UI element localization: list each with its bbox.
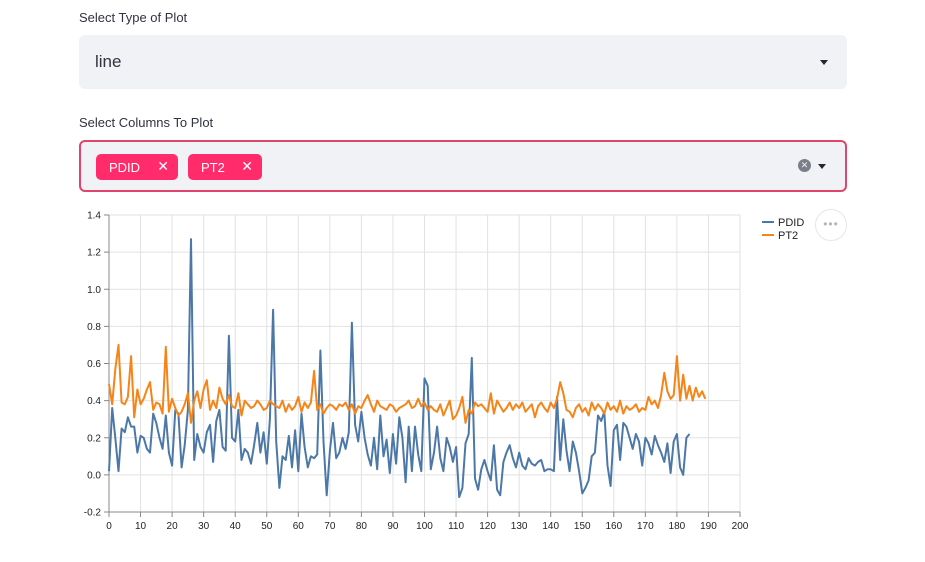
x-tick-label: 110 [448, 521, 464, 532]
legend-label: PT2 [778, 230, 798, 242]
x-tick-label: 190 [700, 521, 717, 532]
y-tick-label: 0.8 [87, 322, 101, 333]
tag-pdid: PDID ✕ [96, 154, 178, 180]
x-tick-label: 70 [324, 521, 336, 532]
chart-menu-button[interactable]: ••• [815, 209, 847, 241]
x-tick-label: 170 [637, 521, 654, 532]
y-tick-label: 0.4 [87, 396, 101, 407]
x-tick-label: 100 [416, 521, 433, 532]
y-tick-label: 1.4 [87, 211, 101, 222]
x-tick-label: 120 [479, 521, 496, 532]
y-tick-label: 1.2 [87, 248, 101, 259]
x-tick-label: 50 [261, 521, 273, 532]
y-tick-label: 1.0 [87, 285, 101, 296]
chevron-down-icon[interactable] [820, 60, 828, 65]
y-tick-label: -0.2 [84, 508, 102, 519]
x-tick-label: 160 [605, 521, 622, 532]
x-tick-label: 150 [574, 521, 591, 532]
x-tick-label: 10 [135, 521, 147, 532]
series-line-pt2 [108, 343, 707, 424]
x-tick-label: 30 [198, 521, 210, 532]
x-tick-label: 80 [356, 521, 368, 532]
remove-tag-icon[interactable]: ✕ [241, 158, 253, 174]
clear-all-icon[interactable]: ✕ [798, 159, 811, 172]
y-tick-label: 0.6 [87, 359, 101, 370]
x-tick-label: 0 [106, 521, 112, 532]
tag-label: PT2 [201, 159, 225, 175]
y-tick-label: 0.0 [87, 470, 101, 481]
chevron-down-icon[interactable] [818, 164, 826, 169]
x-tick-label: 180 [669, 521, 686, 532]
remove-tag-icon[interactable]: ✕ [157, 158, 169, 174]
x-tick-label: 200 [732, 521, 749, 532]
x-tick-label: 140 [542, 521, 559, 532]
columns-multiselect[interactable]: PDID ✕ PT2 ✕ ✕ [79, 140, 847, 192]
series-line-pdid [108, 238, 691, 499]
tag-pt2: PT2 ✕ [188, 154, 262, 180]
plot-type-value: line [95, 52, 122, 71]
plot-type-select[interactable]: line [79, 35, 847, 89]
legend-label: PDID [778, 217, 804, 229]
x-tick-label: 130 [511, 521, 528, 532]
y-tick-label: 0.2 [87, 433, 101, 444]
x-tick-label: 90 [387, 521, 399, 532]
tag-label: PDID [109, 159, 141, 175]
x-tick-label: 20 [167, 521, 179, 532]
columns-label: Select Columns To Plot [79, 115, 214, 130]
x-tick-label: 60 [293, 521, 305, 532]
plot-type-label: Select Type of Plot [79, 10, 188, 25]
x-tick-label: 40 [230, 521, 242, 532]
